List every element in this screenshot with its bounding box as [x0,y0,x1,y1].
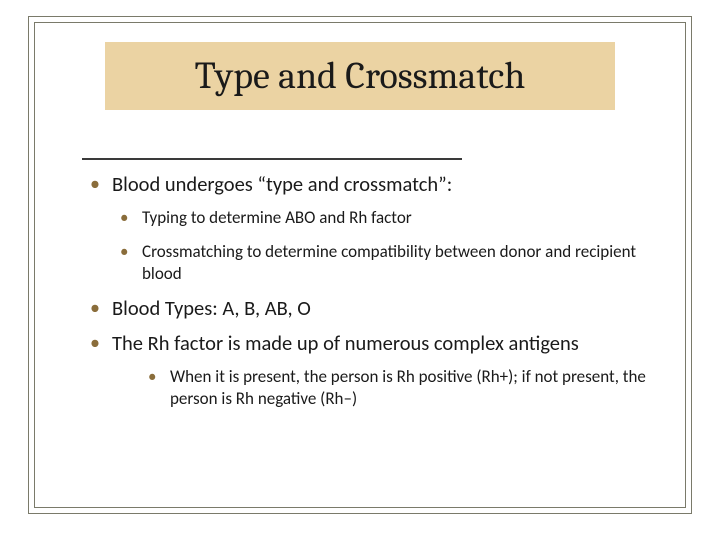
bullet-list: Blood undergoes “type and crossmatch”: T… [82,172,650,410]
sub-list: Typing to determine ABO and Rh factor Cr… [112,207,650,284]
list-item: Typing to determine ABO and Rh factor [112,207,650,229]
slide: Type and Crossmatch Blood undergoes “typ… [0,0,720,540]
slide-title: Type and Crossmatch [195,54,526,98]
list-item-text: Blood Types: A, B, AB, O [112,295,311,321]
slide-body: Blood undergoes “type and crossmatch”: T… [82,172,650,422]
list-item-text: Typing to determine ABO and Rh factor [142,207,412,228]
list-item: When it is present, the person is Rh pos… [140,366,650,410]
list-item-text: When it is present, the person is Rh pos… [170,366,646,409]
list-item: The Rh factor is made up of numerous com… [82,331,650,410]
list-item: Crossmatching to determine compatibility… [112,241,650,285]
title-band: Type and Crossmatch [105,42,615,110]
list-item-text: The Rh factor is made up of numerous com… [112,330,579,356]
sub-list: When it is present, the person is Rh pos… [140,366,650,410]
list-item-text: Blood undergoes “type and crossmatch”: [112,171,452,197]
list-item-text: Crossmatching to determine compatibility… [142,241,636,284]
list-item: Blood Types: A, B, AB, O [82,296,650,321]
horizontal-rule [82,158,462,160]
list-item: Blood undergoes “type and crossmatch”: T… [82,172,650,284]
